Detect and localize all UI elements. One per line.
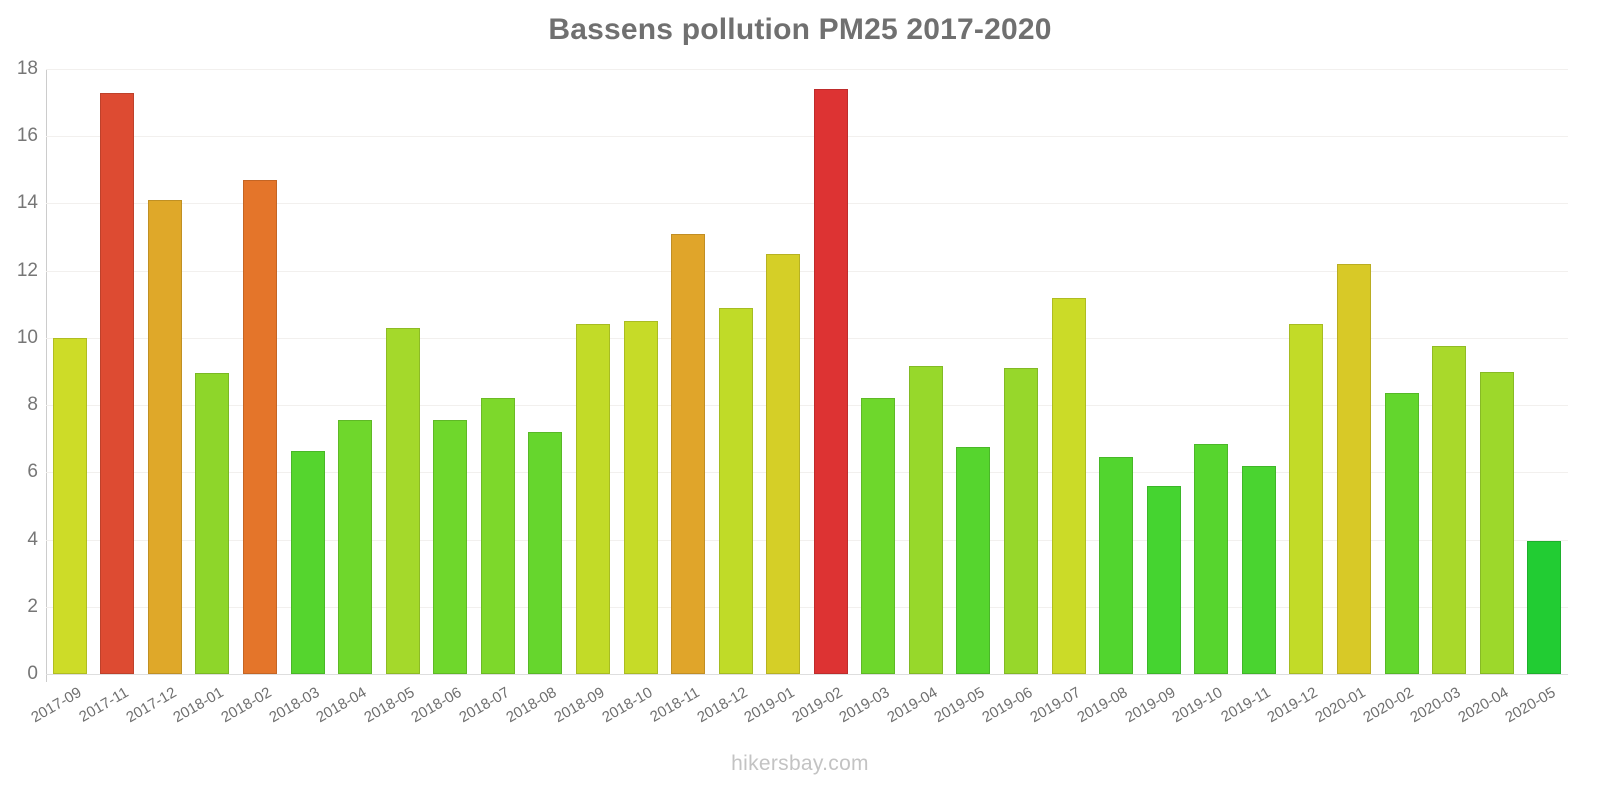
bar-fill	[671, 233, 706, 674]
bar[interactable]	[1004, 368, 1039, 674]
y-tick-label: 10	[16, 326, 38, 348]
chart-title: Bassens pollution PM25 2017-2020	[548, 13, 1052, 46]
bar[interactable]	[1384, 393, 1419, 674]
bar-fill	[623, 321, 658, 674]
y-tick-label: 14	[16, 192, 38, 214]
gridline	[46, 270, 1568, 272]
y-axis-line	[46, 69, 47, 682]
gridline	[46, 203, 1568, 205]
bar-fill	[766, 253, 801, 674]
bar[interactable]	[1527, 541, 1562, 674]
y-tick-label: 0	[27, 663, 38, 684]
bar[interactable]	[1289, 324, 1324, 674]
bar-fill	[861, 398, 896, 674]
gridline	[46, 69, 1568, 70]
gridline	[46, 405, 1568, 407]
bar[interactable]	[147, 200, 182, 674]
bar[interactable]	[52, 337, 87, 674]
bar[interactable]	[1432, 346, 1467, 674]
bar-fill	[290, 450, 325, 674]
bar[interactable]	[861, 398, 896, 674]
y-tick-label: 12	[16, 259, 38, 281]
bar[interactable]	[1146, 485, 1181, 674]
bar[interactable]	[243, 179, 278, 674]
bar[interactable]	[1194, 443, 1229, 674]
bar[interactable]	[195, 373, 230, 674]
x-axis-tick-labels: 2017-09 2017-11 2017-12 2018-01 2018-02 2018-…	[28, 674, 1568, 754]
bar-fill	[52, 337, 87, 674]
bar[interactable]	[956, 447, 991, 674]
gridline	[46, 337, 1568, 339]
bar-fill	[338, 420, 373, 674]
bar-fill	[1527, 541, 1562, 674]
bar-fill	[718, 307, 753, 674]
bar[interactable]	[671, 233, 706, 674]
bar[interactable]	[718, 307, 753, 674]
bar[interactable]	[766, 253, 801, 674]
bar[interactable]	[908, 366, 943, 674]
bar-fill	[1289, 324, 1324, 674]
bar-fill	[195, 373, 230, 674]
bar[interactable]	[1479, 371, 1514, 674]
bar-fill	[100, 92, 135, 674]
bar[interactable]	[1241, 465, 1276, 674]
gridline	[46, 606, 1568, 608]
bar-fill	[1004, 368, 1039, 674]
bar[interactable]	[100, 92, 135, 674]
bar-fill	[480, 398, 515, 674]
bar-fill	[1194, 443, 1229, 674]
bar-fill	[1432, 346, 1467, 674]
bar-fill	[433, 420, 468, 674]
bar[interactable]	[623, 321, 658, 674]
y-tick-label: 16	[16, 125, 38, 147]
y-tick-label: 8	[27, 394, 38, 416]
bar[interactable]	[1051, 297, 1086, 674]
bar[interactable]	[528, 432, 563, 674]
bar[interactable]	[1099, 457, 1134, 674]
bar-fill	[1099, 457, 1134, 674]
bar[interactable]	[813, 89, 848, 674]
bar[interactable]	[338, 420, 373, 674]
bar-fill	[1051, 297, 1086, 674]
bar[interactable]	[575, 324, 610, 674]
bar-fill	[147, 200, 182, 674]
footer-credit: hikersbay.com	[731, 752, 869, 775]
bar-fill	[528, 432, 563, 674]
bar-fill	[1479, 371, 1514, 674]
bar[interactable]	[433, 420, 468, 674]
gridline	[46, 472, 1568, 474]
gridline	[46, 136, 1568, 138]
y-axis-tick-labels: 0 2 4 6 8 10 12 14 16 18	[0, 58, 38, 684]
bar-fill	[1384, 393, 1419, 674]
y-tick-label: 4	[27, 528, 38, 550]
bar[interactable]	[290, 450, 325, 674]
y-tick-label: 18	[16, 58, 38, 79]
y-tick-label: 6	[27, 461, 38, 483]
bar-fill	[1146, 485, 1181, 674]
bar[interactable]	[480, 398, 515, 674]
gridline	[46, 674, 1568, 675]
bar-fill	[813, 89, 848, 674]
bar-fill	[385, 327, 420, 674]
y-tick-label: 2	[27, 595, 38, 617]
bar[interactable]	[385, 327, 420, 674]
bar[interactable]	[1336, 263, 1371, 674]
bar-fill	[956, 447, 991, 674]
bar-fill	[1336, 263, 1371, 674]
gridline	[46, 539, 1568, 541]
bar-fill	[243, 179, 278, 674]
bar-fill	[1241, 465, 1276, 674]
bar-fill	[575, 324, 610, 674]
plot-area	[46, 69, 1568, 675]
bar-fill	[908, 366, 943, 674]
